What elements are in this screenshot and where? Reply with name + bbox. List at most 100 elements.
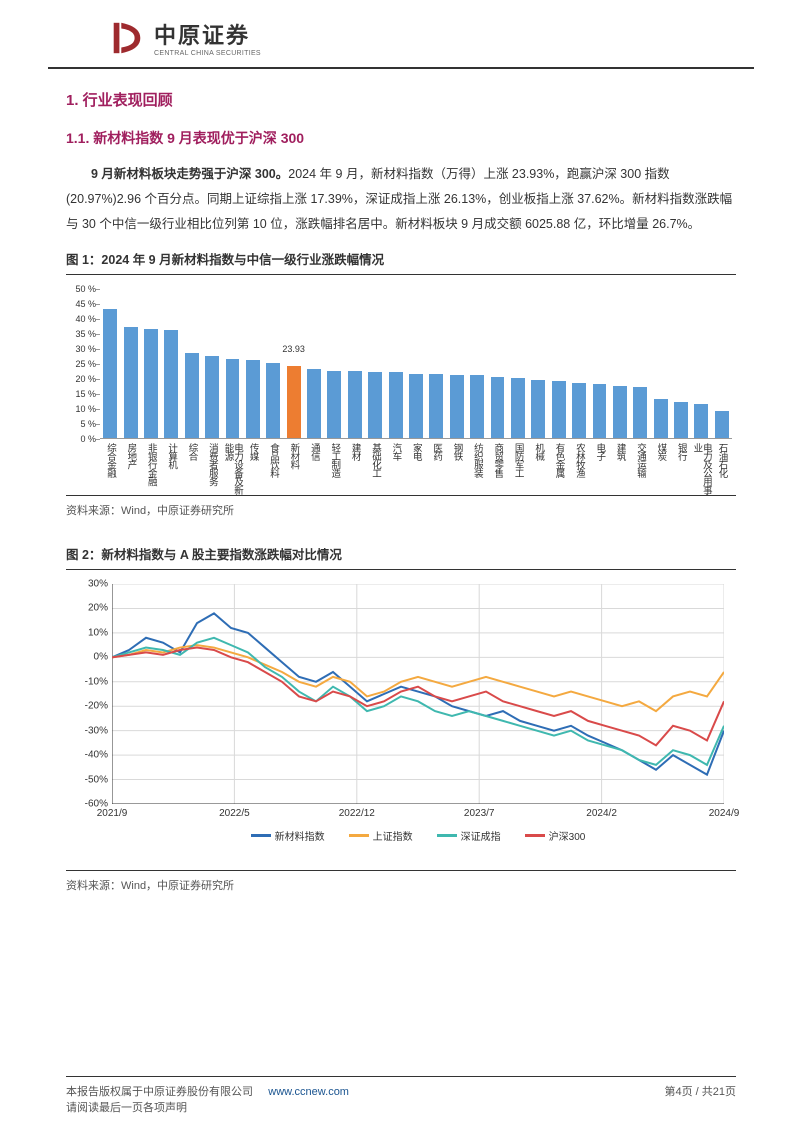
bar-y-label: 40 %: [75, 314, 96, 324]
bar-x-label: 钢铁: [452, 443, 462, 460]
line-x-label: 2024/2: [586, 808, 617, 819]
bar-x-label: 家电: [411, 443, 421, 460]
bar-x-label: 纺织服装: [472, 443, 482, 477]
bar-y-label: 15 %: [75, 389, 96, 399]
bar: [348, 371, 362, 439]
bar-x-label: 食品饮料: [269, 443, 279, 477]
bar-y-label: 20 %: [75, 374, 96, 384]
bar: [470, 375, 484, 438]
company-name: 中原证券 CENTRAL CHINA SECURITIES: [154, 18, 261, 57]
bar-x-label: 机械: [534, 443, 544, 460]
bar: [164, 330, 178, 438]
line-y-label: -20%: [85, 701, 108, 712]
line-x-label: 2023/7: [464, 808, 495, 819]
company-name-cn: 中原证券: [154, 18, 261, 50]
bar-x-label: 计算机: [167, 443, 177, 469]
body-paragraph: 9 月新材料板块走势强于沪深 300。2024 年 9 月，新材料指数（万得）上…: [66, 162, 736, 237]
bar-x-label: 石油石化: [717, 443, 727, 477]
bar: [327, 371, 341, 439]
line-y-label: 30%: [88, 579, 108, 590]
bar-x-label: 国防军工: [513, 443, 523, 477]
bar: [307, 369, 321, 438]
bar: [287, 366, 301, 438]
figure-2-chart: -60%-50%-40%-30%-20%-10%0%10%20%30%2021/…: [66, 574, 736, 871]
page-footer: 本报告版权属于中原证券股份有限公司 www.ccnew.com 请阅读最后一页各…: [66, 1076, 736, 1115]
legend-label: 沪深300: [549, 828, 586, 843]
legend-label: 上证指数: [373, 828, 413, 843]
bar: [572, 383, 586, 439]
bar: [633, 387, 647, 438]
bar: [613, 386, 627, 439]
legend-item: 上证指数: [349, 828, 413, 843]
body-bold-lead: 9 月新材料板块走势强于沪深 300。: [91, 167, 288, 181]
bar: [552, 381, 566, 438]
bar-x-label: 电子: [595, 443, 605, 460]
bar: [246, 360, 260, 438]
bar: [694, 404, 708, 439]
footer-copyright: 本报告版权属于中原证券股份有限公司: [66, 1086, 253, 1098]
figure-1-chart: 0 % 5 % 10 % 15 % 20 % 25 % 30 % 35 % 40 % 45 % 50…: [66, 279, 736, 496]
bar: [654, 399, 668, 438]
bar: [226, 359, 240, 439]
footer-page-number: 第4页 / 共21页: [664, 1083, 736, 1115]
bar: [124, 327, 138, 438]
bar: [450, 375, 464, 438]
legend-swatch: [349, 834, 369, 837]
bar-x-label: 综合: [187, 443, 197, 460]
bar-x-label: 非银行金融: [146, 443, 156, 486]
legend-label: 深证成指: [461, 828, 501, 843]
line-y-label: 10%: [88, 627, 108, 638]
bar-x-label: 煤炭: [656, 443, 666, 460]
figure-2-source: 资料来源：Wind，中原证券研究所: [66, 877, 736, 893]
bar-x-label: 建筑: [615, 443, 625, 460]
bar-x-label: 电力及公用事业: [692, 443, 711, 498]
bar: [409, 374, 423, 439]
bar-x-label: 新材料: [289, 443, 299, 469]
bar: [103, 309, 117, 438]
bar-x-label: 有色金属: [554, 443, 564, 477]
bar: [266, 363, 280, 438]
bar: [511, 378, 525, 438]
bar-x-label: 商贸零售: [493, 443, 503, 477]
bar-x-label: 交通运输: [636, 443, 646, 477]
bar-y-label: 45 %: [75, 299, 96, 309]
legend-swatch: [525, 834, 545, 837]
bar-y-label: 35 %: [75, 329, 96, 339]
bar: [491, 377, 505, 439]
bar: [429, 374, 443, 439]
bar-x-label: 建材: [350, 443, 360, 460]
bar-x-label: 房地产: [126, 443, 136, 469]
company-logo-icon: [108, 19, 146, 57]
footer-disclaimer: 请阅读最后一页各项声明: [66, 1102, 187, 1114]
bar-y-label: 10 %: [75, 404, 96, 414]
line-y-label: -30%: [85, 725, 108, 736]
footer-left: 本报告版权属于中原证券股份有限公司 www.ccnew.com 请阅读最后一页各…: [66, 1083, 349, 1115]
line-y-label: 0%: [94, 652, 108, 663]
bar-y-label: 25 %: [75, 359, 96, 369]
bar-y-label: 50 %: [75, 284, 96, 294]
line-x-label: 2022/5: [219, 808, 250, 819]
bar-x-label: 汽车: [391, 443, 401, 460]
bar-x-label: 传媒: [248, 443, 258, 460]
bar: [205, 356, 219, 439]
bar-x-label: 通信: [309, 443, 319, 460]
line-y-label: 20%: [88, 603, 108, 614]
bar-y-label: 30 %: [75, 344, 96, 354]
line-series: [112, 613, 724, 774]
section-heading-1: 1. 行业表现回顾: [66, 89, 736, 110]
figure-2-title: 图 2：新材料指数与 A 股主要指数涨跌幅对比情况: [66, 544, 736, 570]
bar: [674, 402, 688, 438]
bar: [715, 411, 729, 438]
bar: [144, 329, 158, 439]
bar-y-label: 5 %: [80, 419, 96, 429]
bar-x-label: 电力设备及新能源: [223, 443, 242, 498]
bar-y-label: 0 %: [80, 434, 96, 444]
line-x-label: 2022/12: [339, 808, 375, 819]
bar: [368, 372, 382, 438]
bar-x-label: 基础化工: [370, 443, 380, 477]
figure-1-source: 资料来源：Wind，中原证券研究所: [66, 502, 736, 518]
line-x-label: 2024/9: [709, 808, 740, 819]
bar: [593, 384, 607, 438]
bar: [185, 353, 199, 439]
page-content: 1. 行业表现回顾 1.1. 新材料指数 9 月表现优于沪深 300 9 月新材…: [0, 69, 802, 893]
